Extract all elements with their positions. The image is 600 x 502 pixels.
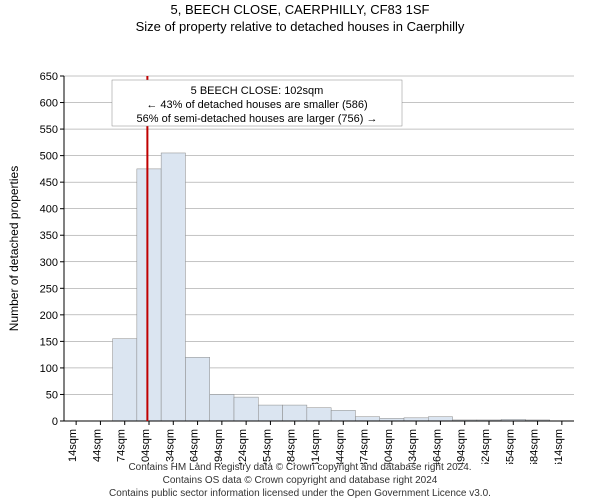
svg-text:494sqm: 494sqm	[456, 429, 468, 464]
svg-text:550: 550	[40, 124, 58, 136]
histogram-bar	[210, 394, 234, 421]
histogram-bar	[355, 417, 379, 421]
page-subtitle: Size of property relative to detached ho…	[0, 19, 600, 34]
svg-text:614sqm: 614sqm	[553, 429, 565, 464]
svg-text:584sqm: 584sqm	[529, 429, 541, 464]
svg-text:404sqm: 404sqm	[383, 429, 395, 464]
footer-attribution: Contains HM Land Registry data © Crown c…	[0, 461, 600, 500]
histogram-bar	[113, 339, 137, 421]
svg-text:500: 500	[40, 151, 58, 163]
svg-text:14sqm: 14sqm	[67, 429, 79, 462]
svg-text:164sqm: 164sqm	[189, 429, 201, 464]
svg-text:344sqm: 344sqm	[334, 429, 346, 464]
svg-text:150: 150	[40, 336, 58, 348]
svg-text:450: 450	[40, 177, 58, 189]
svg-text:554sqm: 554sqm	[504, 429, 516, 464]
svg-text:104sqm: 104sqm	[140, 429, 152, 464]
histogram-bar	[428, 417, 452, 421]
footer-line-1: Contains HM Land Registry data © Crown c…	[0, 461, 600, 474]
svg-text:50: 50	[46, 389, 58, 401]
svg-text:224sqm: 224sqm	[237, 429, 249, 464]
page-title: 5, BEECH CLOSE, CAERPHILLY, CF83 1SF	[0, 2, 600, 17]
svg-text:374sqm: 374sqm	[359, 429, 371, 464]
histogram-chart: 0 50 100 150 200 250 300 350 400 450 500 550 600 650 1…	[0, 34, 600, 464]
legend-line-3: 56% of semi-detached houses are larger (…	[137, 113, 378, 125]
histogram-bar	[234, 397, 258, 421]
svg-text:434sqm: 434sqm	[407, 429, 419, 464]
histogram-bar	[185, 357, 209, 421]
svg-text:100: 100	[40, 363, 58, 375]
y-axis-label: Number of detached properties	[7, 166, 21, 331]
svg-text:254sqm: 254sqm	[261, 429, 273, 464]
svg-text:300: 300	[40, 257, 58, 269]
svg-text:200: 200	[40, 310, 58, 322]
footer-line-2: Contains OS data © Crown copyright and d…	[0, 474, 600, 487]
svg-text:524sqm: 524sqm	[480, 429, 492, 464]
svg-text:650: 650	[40, 71, 58, 83]
histogram-bar	[161, 153, 185, 421]
histogram-bar	[307, 408, 331, 421]
svg-text:400: 400	[40, 204, 58, 216]
svg-text:74sqm: 74sqm	[116, 429, 128, 462]
histogram-bar	[137, 169, 161, 421]
svg-text:350: 350	[40, 230, 58, 242]
svg-text:250: 250	[40, 283, 58, 295]
svg-text:600: 600	[40, 98, 58, 110]
svg-text:464sqm: 464sqm	[431, 429, 443, 464]
svg-text:284sqm: 284sqm	[286, 429, 298, 464]
footer-line-3: Contains public sector information licen…	[0, 487, 600, 500]
svg-text:314sqm: 314sqm	[310, 429, 322, 464]
legend-line-1: 5 BEECH CLOSE: 102sqm	[191, 85, 324, 97]
histogram-bar	[283, 405, 307, 421]
legend-line-2: ← 43% of detached houses are smaller (58…	[146, 99, 367, 111]
histogram-bar	[331, 410, 355, 421]
svg-text:44sqm: 44sqm	[91, 429, 103, 462]
histogram-bar	[258, 405, 282, 421]
svg-text:194sqm: 194sqm	[213, 429, 225, 464]
svg-text:0: 0	[52, 416, 58, 428]
svg-text:134sqm: 134sqm	[164, 429, 176, 464]
